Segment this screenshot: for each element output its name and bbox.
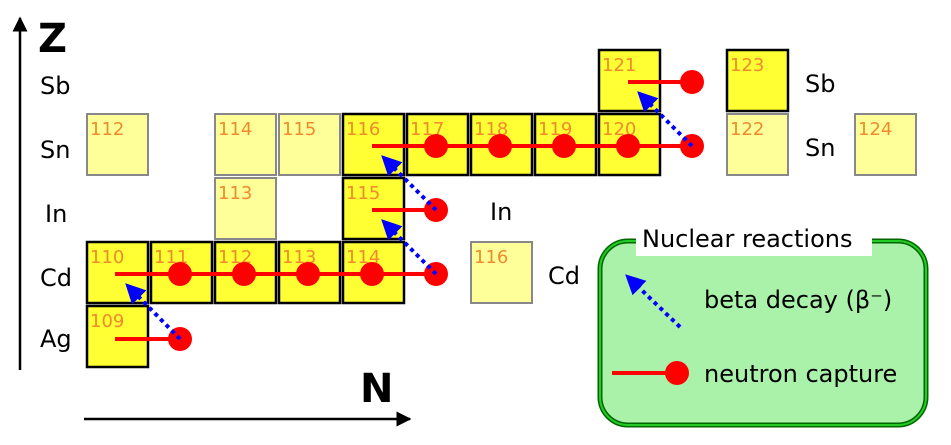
- row-label-ag: Ag: [40, 325, 72, 353]
- isotope-mass: 123: [730, 55, 764, 76]
- z-axis: Z: [12, 16, 67, 370]
- capture-dot: [616, 134, 640, 158]
- isotope-box-sb-123: 123: [725, 48, 790, 113]
- right-label-in: In: [490, 198, 512, 226]
- capture-dot: [296, 262, 320, 286]
- right-label-sb: Sb: [805, 70, 835, 98]
- isotope-box-sn-115: 115: [278, 113, 341, 176]
- isotope-mass: 115: [346, 183, 380, 204]
- isotope-rect: [726, 113, 789, 176]
- isotope-rect: [214, 113, 277, 176]
- right-label-cd: Cd: [548, 262, 580, 290]
- isotope-mass: 121: [602, 55, 636, 76]
- isotope-mass: 109: [90, 311, 124, 332]
- element-labels-right: Sb Sn In Cd: [490, 70, 835, 290]
- capture-dot: [424, 134, 448, 158]
- isotope-mass: 113: [218, 183, 252, 204]
- isotope-rect: [725, 48, 790, 113]
- isotope-box-in-113: 113: [214, 177, 277, 240]
- capture-dot: [360, 262, 384, 286]
- isotope-mass: 114: [218, 119, 252, 140]
- n-axis-label: N: [360, 366, 393, 412]
- capture-dot: [552, 134, 576, 158]
- isotope-mass: 115: [282, 119, 316, 140]
- row-label-in: In: [45, 200, 67, 228]
- legend-capture-dot: [665, 361, 689, 385]
- isotope-box-ag-109: 109: [85, 304, 150, 369]
- isotope-rect: [854, 113, 917, 176]
- isotope-rect: [86, 113, 149, 176]
- legend-beta-label: beta decay (β⁻): [704, 286, 892, 314]
- capture-dot: [680, 70, 704, 94]
- isotope-mass: 116: [474, 247, 508, 268]
- isotope-rect: [278, 113, 341, 176]
- row-label-sn: Sn: [40, 136, 70, 164]
- row-labels-left: Sb Sn In Cd Ag: [40, 72, 72, 353]
- legend-title: Nuclear reactions: [642, 225, 852, 253]
- capture-dot: [232, 262, 256, 286]
- row-label-sb: Sb: [40, 72, 70, 100]
- isotope-mass: 110: [90, 247, 124, 268]
- isotope-mass: 124: [858, 119, 892, 140]
- isotope-mass: 122: [730, 119, 764, 140]
- isotope-mass: 116: [346, 119, 380, 140]
- z-axis-label: Z: [38, 16, 67, 62]
- isotope-box-cd-116: 116: [470, 241, 533, 304]
- isotope-box-sn-122: 122: [726, 113, 789, 176]
- n-axis: N: [84, 366, 412, 427]
- isotope-rect: [470, 241, 533, 304]
- right-label-sn: Sn: [805, 134, 835, 162]
- legend: Nuclear reactions beta decay (β⁻) neutro…: [597, 225, 929, 428]
- reaction-paths: [115, 70, 704, 351]
- row-label-cd: Cd: [40, 264, 72, 292]
- legend-capture-label: neutron capture: [704, 360, 897, 388]
- isotope-rect: [85, 304, 150, 369]
- isotope-box-sn-112: 112: [86, 113, 149, 176]
- isotope-mass: 112: [90, 119, 124, 140]
- isotope-box-sn-124: 124: [854, 113, 917, 176]
- isotope-box-sn-114: 114: [214, 113, 277, 176]
- isotope-rect: [214, 177, 277, 240]
- capture-dot: [488, 134, 512, 158]
- capture-dot: [168, 262, 192, 286]
